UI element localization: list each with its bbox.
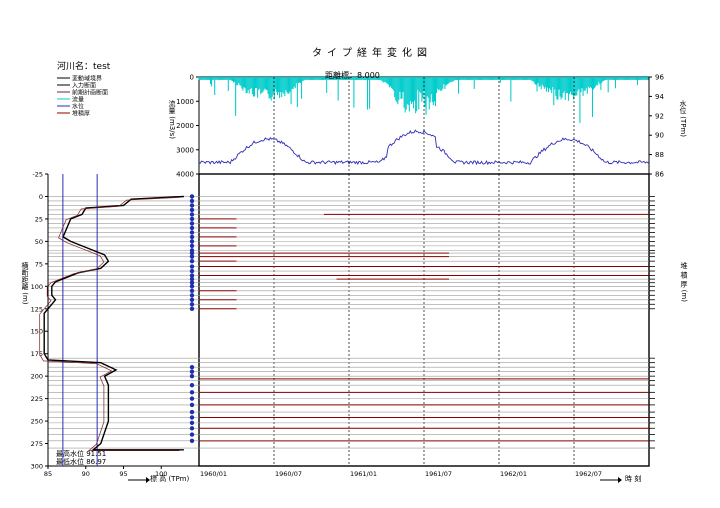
distance-tick-label: 300 [31,463,43,471]
flow-axis-label: 流量 (m3/s) [168,100,176,139]
section-dot [189,239,195,244]
section-dot [189,194,195,199]
section-dot [189,426,195,431]
distance-tick-label: 125 [31,305,43,313]
section-dot [189,216,195,222]
distance-tick-label: 250 [31,418,43,426]
elevation-tick-label: 90 [82,470,90,478]
section-dot [189,280,195,285]
elevation-tick-label: 95 [119,470,127,478]
section-dot [189,276,195,282]
stage-tick-label: 92 [655,112,664,120]
distance-tick-label: 50 [35,238,43,246]
section-dot [189,203,195,208]
time-arrow-head [618,477,622,483]
section-dot [189,364,195,370]
distance-axis-label: 横断距離 (m) [21,262,29,305]
time-axis-label: 時 刻 [625,475,642,483]
stage-tick-label: 96 [655,74,664,82]
section-dot [189,382,195,388]
elevation-tick-label: 85 [44,470,52,478]
stage-tick-label: 94 [655,93,664,101]
section-dot [189,212,195,217]
time-tick-label: 1962/01 [500,470,527,478]
distance-tick-label: 0 [39,193,43,201]
time-tick-label: 1962/07 [575,470,602,478]
stage-tick-label: 90 [655,132,664,140]
distance-tick-label: 150 [31,328,43,336]
distance-tick-label: 225 [31,395,43,403]
distance-tick-label: 75 [35,260,43,268]
flow-tick-label: 1000 [176,98,194,106]
distance-tick-label: 275 [31,440,43,448]
section-dot [189,230,195,235]
flow-tick-label: 4000 [176,171,194,179]
section-dot [189,288,195,293]
section-dot [189,268,195,274]
legend-label: 堆積厚 [72,110,90,118]
section-dot [189,438,195,444]
section-dot [189,221,195,226]
section-dot [189,273,195,278]
section-dot [189,207,195,213]
low-water-note: 最低水位 86.97 [56,458,107,466]
flow-tick-label: 2000 [176,122,194,130]
elevation-axis-label: 標 高 (TPm) [150,475,190,483]
section-dot [189,225,195,231]
time-tick-label: 1961/07 [425,470,452,478]
section-dot [189,369,195,374]
section-dot [189,415,195,420]
legend-label: 入力断面 [72,82,96,90]
time-tick-label: 1961/01 [350,470,377,478]
figure-title: タイプ経年変化図 [312,48,432,59]
section-dot [189,420,195,426]
distance-tick-label: 100 [31,283,43,291]
flow-series [198,77,649,123]
stage-tick-label: 88 [655,151,664,159]
section-dot [189,302,195,307]
elevation-tick-label: 100 [155,470,167,478]
section-dot [189,306,195,311]
distance-tick-label: 25 [35,215,43,223]
deposit-axis-label: 堆 積 厚 (m) [680,262,688,302]
section-dot [189,264,195,269]
section-dot [189,409,195,415]
section-dot [189,402,195,408]
river-name-label: 河川名：test [57,62,111,72]
section-dot [189,297,195,302]
distance-tick-label: -25 [32,171,43,179]
elevation-arrow-head [146,477,150,483]
station-label: 距離標：8.000 [325,71,380,80]
section-dot [189,250,195,256]
legend-label: 変動域境界 [72,75,102,83]
legend-label: 前期計画断面 [72,89,108,97]
previous-section-profile [39,197,180,452]
cross-section-profile [43,195,184,451]
high-water-note: 最高水位 91.51 [56,450,107,458]
section-dot [189,373,195,379]
flow-tick-label: 3000 [176,146,194,154]
section-dot [189,390,195,395]
legend-label: 水位 [72,103,84,111]
section-dot [189,293,195,298]
section-dot [189,243,195,249]
section-dot [189,254,195,259]
section-dot [189,234,195,240]
distance-tick-label: 200 [31,373,43,381]
section-dot [189,284,195,289]
legend-label: 流量 [72,96,84,104]
distance-tick-label: 175 [31,350,43,358]
section-dot [189,432,195,437]
section-dot [189,258,195,264]
flow-tick-label: 0 [190,74,194,82]
section-dot [189,396,195,401]
stage-axis-label: 水位 (TPm) [679,100,687,138]
stage-series [198,129,650,166]
stage-tick-label: 86 [655,171,664,179]
time-tick-label: 1960/07 [275,470,302,478]
section-dot [189,198,195,204]
time-tick-label: 1960/01 [200,470,227,478]
